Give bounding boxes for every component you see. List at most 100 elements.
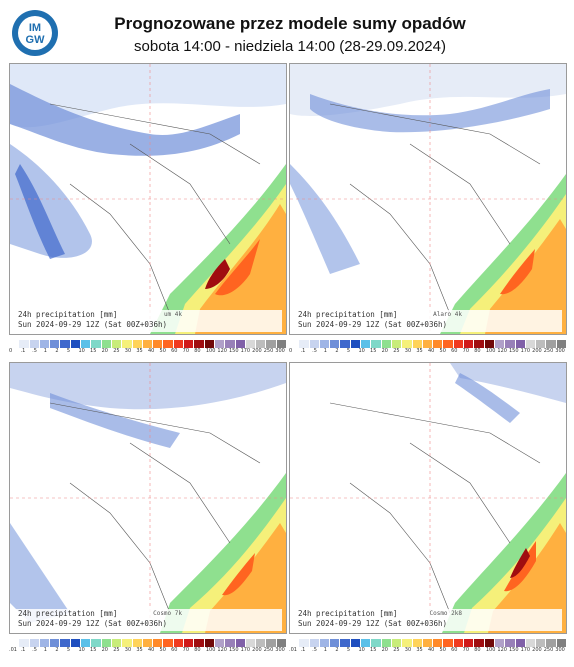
scale-label: 120 [217, 348, 227, 354]
map-caption: 24h precipitation [mm] Sun 2024-09-29 12… [14, 609, 282, 631]
scale-swatch [319, 639, 331, 647]
scale-swatch [9, 639, 20, 647]
scale-swatch [50, 340, 61, 348]
page-title: Prognozowane przez modele sumy opadów [114, 14, 466, 33]
scale-label: 50 [159, 348, 166, 354]
scale-label: 70 [182, 348, 190, 354]
scale-swatch [39, 639, 51, 647]
scale-label: 20 [381, 348, 388, 354]
map-panel-um4k: 24h precipitation [mm] Sun 2024-09-29 12… [9, 63, 287, 335]
scale-label: 40 [147, 348, 155, 354]
scale-swatch [81, 639, 92, 647]
scale-label: 1 [43, 348, 47, 354]
scale-label: 0 [289, 348, 293, 354]
color-scale-bar [289, 340, 568, 348]
caption-line2: Sun 2024-09-29 12Z (Sat 00Z+036h) [18, 619, 168, 628]
scale-swatch [474, 340, 485, 348]
scale-swatch [381, 340, 392, 348]
map-caption: 24h precipitation [mm] Sun 2024-09-29 12… [294, 310, 562, 332]
scale-label: 120 [217, 647, 227, 653]
scale-swatch [276, 639, 288, 647]
page-subtitle: sobota 14:00 - niedziela 14:00 (28-29.09… [134, 38, 446, 55]
scale-label: 300 [275, 647, 285, 653]
scale-swatch [412, 340, 423, 348]
scale-swatch [256, 340, 267, 348]
scale-swatch [484, 639, 495, 647]
scale-swatch [163, 340, 174, 348]
scale-swatch [50, 639, 61, 647]
scale-label: 10 [358, 647, 365, 653]
color-scale-cosmo7k: .01.1.5 1 2 5 10 15 20 25 30 35 40 50 60 70 80 100 120 15… [9, 639, 288, 657]
scale-label: 30 [124, 348, 132, 354]
scale-swatch [214, 340, 226, 348]
scale-swatch [111, 639, 123, 647]
scale-label: .5 [32, 647, 37, 653]
imgw-logo: IM GW [12, 10, 58, 56]
scale-swatch [153, 639, 164, 647]
map-caption: 24h precipitation [mm] Sun 2024-09-29 12… [294, 609, 562, 631]
scale-swatch [101, 639, 112, 647]
scale-label: 300 [555, 348, 565, 354]
scale-swatch [142, 340, 154, 348]
scale-swatch [350, 639, 362, 647]
scale-swatch [536, 639, 547, 647]
scale-label: .5 [312, 647, 317, 653]
scale-swatch [101, 340, 112, 348]
scale-swatch [266, 639, 277, 647]
scale-swatch [453, 639, 465, 647]
scale-swatch [494, 639, 506, 647]
scale-label: .1 [300, 348, 306, 354]
color-scale-labels: .01.1.5 1 2 5 10 15 20 25 30 35 40 50 60 70 80 100 120 15… [289, 647, 567, 656]
scale-label: 20 [101, 348, 108, 354]
scale-swatch [494, 340, 506, 348]
scale-label: 60 [451, 348, 458, 354]
scale-swatch [204, 340, 215, 348]
scale-label: 60 [171, 348, 178, 354]
scale-label: 100 [485, 348, 496, 354]
scale-label: 15 [370, 348, 377, 354]
scale-swatch [235, 639, 246, 647]
scale-swatch [184, 639, 195, 647]
scale-swatch [81, 340, 92, 348]
scale-swatch [361, 639, 372, 647]
scale-swatch [484, 340, 495, 348]
scale-swatch [515, 639, 526, 647]
scale-swatch [122, 639, 133, 647]
scale-swatch [235, 340, 246, 348]
scale-label: 100 [205, 348, 216, 354]
scale-label: 70 [462, 348, 470, 354]
scale-label: 35 [416, 348, 423, 354]
color-scale-labels: .01.1.5 1 2 5 10 15 20 25 30 35 40 50 60 70 80 100 120 15… [9, 647, 287, 656]
scale-swatch [173, 639, 185, 647]
caption-line2: Sun 2024-09-29 12Z (Sat 00Z+036h) [18, 320, 168, 329]
scale-label: .01 [289, 647, 297, 653]
scale-label: 150 [228, 647, 239, 653]
color-scale-bar [9, 340, 288, 348]
scale-label: 20 [101, 647, 108, 653]
scale-label: 30 [404, 348, 412, 354]
scale-swatch [184, 340, 195, 348]
scale-swatch [515, 340, 526, 348]
scale-swatch [70, 340, 82, 348]
scale-label: 70 [182, 647, 190, 653]
scale-label: 20 [381, 647, 388, 653]
scale-swatch [266, 340, 277, 348]
scale-swatch [256, 639, 267, 647]
scale-swatch [289, 639, 300, 647]
scale-swatch [381, 639, 392, 647]
scale-label: 5 [66, 348, 71, 354]
scale-label: 35 [136, 647, 143, 653]
scale-swatch [556, 340, 568, 348]
scale-swatch [525, 340, 537, 348]
scale-swatch [111, 340, 123, 348]
scale-swatch [433, 639, 444, 647]
scale-label: 25 [113, 647, 120, 653]
scale-swatch [505, 639, 516, 647]
scale-swatch [276, 340, 288, 348]
scale-swatch [9, 340, 20, 348]
scale-swatch [402, 340, 413, 348]
model-name: Alaro 4k [433, 311, 462, 318]
scale-label: 120 [497, 647, 507, 653]
scale-swatch [245, 340, 257, 348]
color-scale-labels: 0.1.5 1 2 5 10 15 20 25 30 35 40 50 60 70 80 100 120 150 1… [9, 348, 287, 357]
